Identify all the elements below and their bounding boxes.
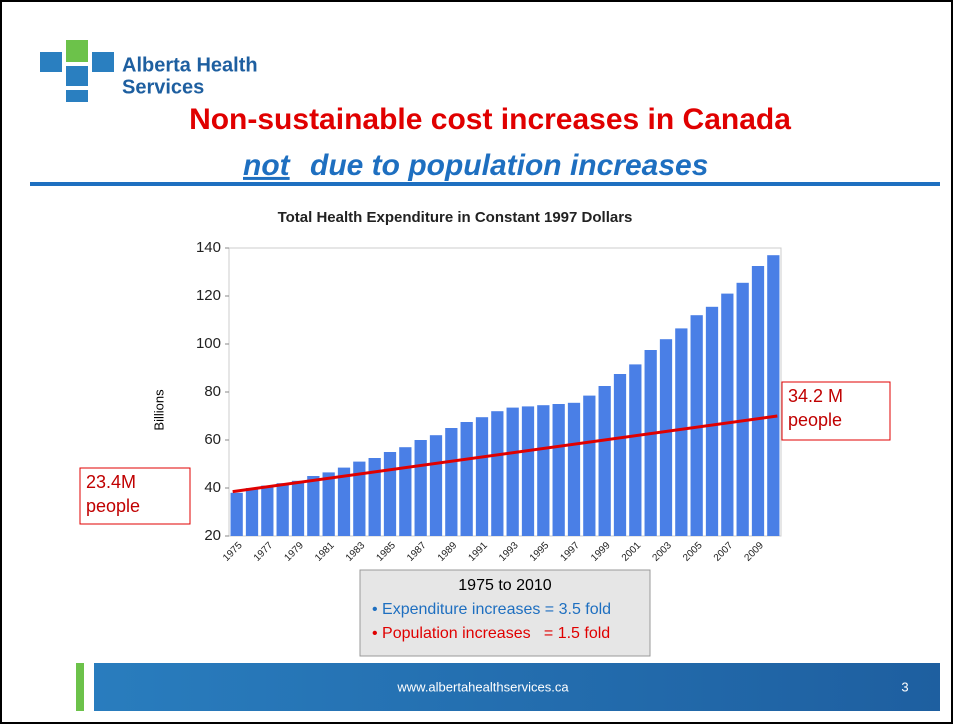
y-tick-label: 120 — [196, 287, 221, 304]
annotation-text: people — [788, 410, 842, 430]
bar — [659, 339, 673, 536]
footer-accent — [76, 663, 84, 711]
bar — [721, 293, 734, 536]
logo — [40, 40, 114, 102]
bar — [291, 480, 305, 536]
bar — [675, 328, 688, 536]
logo-text: Alberta Health — [122, 54, 258, 76]
annotation-text: 34.2 M — [788, 386, 843, 406]
bar — [736, 282, 749, 536]
bar — [261, 485, 274, 536]
y-tick-label: 140 — [196, 239, 221, 256]
subtitle-emphasis: not — [243, 149, 292, 182]
bar — [337, 467, 351, 536]
bar — [322, 472, 335, 536]
bar — [307, 476, 320, 536]
footer-gap — [30, 663, 76, 711]
bar — [491, 411, 504, 536]
bar — [399, 447, 412, 536]
subtitle: due to population increases — [310, 149, 708, 182]
slide-title: Non-sustainable cost increases in Canada — [189, 103, 791, 136]
bar — [705, 306, 719, 536]
y-tick-label: 20 — [204, 527, 221, 544]
footer-url: www.albertahealthservices.ca — [396, 679, 569, 694]
annotation-box — [781, 381, 891, 441]
annotation-text: 23.4M — [86, 472, 136, 492]
bar — [629, 364, 642, 536]
footer-bar — [30, 663, 940, 711]
bar — [276, 483, 289, 536]
bar — [644, 350, 657, 536]
bar — [751, 266, 765, 536]
header-rule — [30, 182, 940, 186]
y-tick-label: 40 — [204, 479, 221, 496]
bar — [445, 428, 458, 536]
bar — [429, 435, 443, 536]
plot-area — [228, 247, 782, 537]
info-box — [359, 569, 651, 657]
annotation-box — [79, 467, 191, 525]
chart-title: Total Health Expenditure in Constant 199… — [278, 209, 633, 226]
y-tick-label: 60 — [204, 431, 221, 448]
annotation-text: people — [86, 496, 140, 516]
logo-text: Services — [122, 76, 204, 98]
page-number: 3 — [901, 679, 908, 694]
bar — [475, 417, 489, 536]
y-tick-label: 100 — [196, 335, 221, 352]
bar — [552, 404, 565, 536]
bar — [368, 458, 381, 536]
bar — [613, 374, 627, 536]
bar — [767, 255, 780, 536]
bar — [460, 422, 473, 536]
trend-line — [232, 414, 778, 494]
bar — [353, 461, 366, 536]
bar — [583, 395, 596, 536]
info-heading: 1975 to 2010 — [458, 577, 552, 594]
bar — [521, 406, 535, 536]
y-axis-label: Billions — [151, 389, 166, 431]
bar — [567, 402, 581, 536]
info-line: • Population increases = 1.5 fold — [372, 625, 610, 642]
footer-gap — [84, 663, 94, 711]
bar — [383, 452, 397, 536]
bar — [245, 488, 259, 536]
chart: Total Health Expenditure in Constant 199… — [151, 209, 632, 431]
bar — [598, 386, 611, 536]
info-line: • Expenditure increases = 3.5 fold — [372, 601, 611, 618]
bar — [537, 405, 550, 536]
bar — [690, 315, 703, 536]
bar — [414, 440, 427, 536]
y-tick-label: 80 — [204, 383, 221, 400]
bar — [506, 407, 519, 536]
bar — [230, 492, 243, 536]
